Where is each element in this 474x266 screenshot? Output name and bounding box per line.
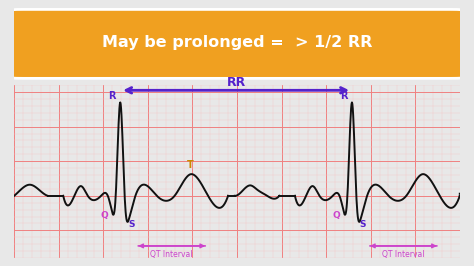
Text: S: S: [128, 220, 135, 229]
Text: S: S: [360, 220, 366, 229]
Text: QT Interval: QT Interval: [382, 250, 425, 259]
Text: QT Interval: QT Interval: [150, 250, 193, 259]
FancyBboxPatch shape: [0, 9, 474, 78]
Text: May be prolonged =  > 1/2 RR: May be prolonged = > 1/2 RR: [102, 35, 372, 50]
Text: R: R: [340, 91, 348, 101]
Text: R: R: [109, 91, 116, 101]
Text: Q: Q: [332, 211, 340, 220]
Text: Q: Q: [101, 211, 109, 220]
Text: RR: RR: [227, 76, 246, 89]
Text: T: T: [187, 160, 193, 170]
